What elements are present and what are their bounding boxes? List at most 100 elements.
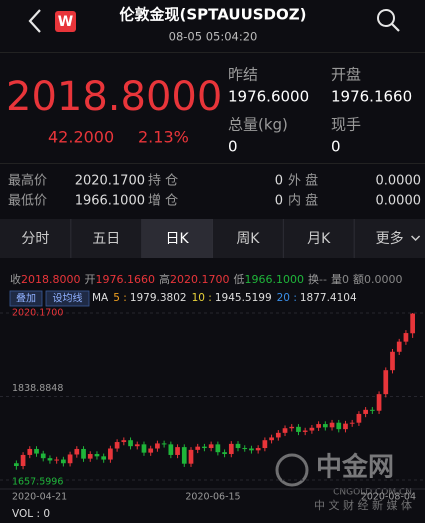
candle-body	[249, 448, 254, 451]
summary-label: 昨结	[228, 66, 258, 84]
info-label: 高	[159, 272, 170, 286]
candle-body	[67, 454, 73, 464]
tab[interactable]: 周K	[212, 219, 261, 258]
candle-body	[309, 427, 315, 431]
search-icon	[377, 9, 395, 27]
tab[interactable]: 日K	[141, 219, 213, 258]
candle-body	[316, 424, 321, 428]
info-label: 开	[85, 273, 96, 286]
ma-value: 1877.4104	[300, 292, 357, 304]
candle-body	[302, 430, 308, 432]
candle-body	[141, 444, 147, 453]
summary-label: 现手	[331, 116, 361, 134]
candle-body	[383, 370, 389, 395]
candle-body	[20, 454, 26, 466]
stat-value: 1966.1000	[75, 194, 145, 209]
candle-body	[356, 413, 362, 423]
last-price: 2018.8000	[6, 74, 222, 120]
candle-body	[94, 454, 100, 457]
tab-selected-bg	[141, 219, 213, 258]
candle-body	[269, 437, 274, 441]
candle-body	[134, 444, 140, 447]
candle-body	[195, 446, 201, 450]
stat-value: 0.0000	[376, 194, 422, 209]
candle-body	[121, 440, 127, 443]
tab[interactable]: 月K	[282, 219, 331, 258]
info-label: 换	[308, 272, 319, 286]
candle-body	[175, 447, 180, 455]
ma-info: MA 5 :1979.3802 10 :1945.5199 20 :1877.4104	[92, 292, 357, 304]
summary-value: 0	[228, 138, 238, 156]
candle-body	[390, 351, 395, 371]
candle-body	[54, 459, 60, 461]
tab[interactable]: 更多	[353, 219, 421, 258]
watermark: 中金网 CNGOLD.COM.CN 中 文 财 经 新 媒 体	[275, 452, 412, 512]
candle-body	[34, 448, 39, 454]
candle-body	[208, 444, 214, 449]
info-label: 收	[10, 272, 21, 286]
candle-body	[161, 443, 167, 445]
summary-value: 0	[331, 138, 341, 156]
info-value: 1976.1660	[96, 273, 156, 286]
summary-value: 1976.6000	[228, 88, 309, 106]
x-tick-label: 2020-06-15	[185, 492, 240, 503]
tab[interactable]: 分时	[21, 231, 49, 247]
divider	[0, 163, 425, 164]
candle-body	[343, 423, 348, 430]
candle-body	[61, 459, 66, 464]
candle-body	[168, 444, 174, 455]
price-change-pct: 2.13%	[138, 128, 189, 147]
info-value: 1966.1000	[245, 273, 305, 286]
stat-value: 2020.1700	[75, 174, 145, 189]
chart-button[interactable]: 设均线	[45, 290, 90, 307]
stat-value: 0.0000	[376, 174, 422, 189]
candle-body	[235, 443, 241, 449]
stat-label: 增 仓	[148, 194, 178, 209]
tab-label: 五日	[92, 231, 120, 247]
chart-button[interactable]: 叠加	[9, 290, 43, 307]
y-tick-label: 2020.1700	[12, 308, 63, 319]
volume-label: VOL : 0	[12, 508, 50, 520]
candle-body	[255, 448, 261, 451]
watermark-site: CNGOLD.COM.CN	[333, 488, 412, 498]
candle-body	[14, 463, 19, 466]
candle-body	[128, 440, 133, 447]
candle-body	[27, 448, 33, 455]
summary-label: 开盘	[331, 66, 361, 84]
y-tick-label: 1657.5996	[12, 477, 63, 488]
back-button[interactable]	[28, 9, 41, 33]
summary-label: 总量(kg)	[228, 116, 288, 134]
info-value: 2020.1700	[170, 273, 230, 286]
candle-body	[242, 448, 248, 450]
candle-body	[403, 333, 409, 342]
candle-body	[101, 456, 107, 460]
ma-value: 1945.5199	[215, 292, 272, 304]
dropdown-icon	[411, 235, 421, 242]
info-label: 额	[353, 273, 364, 286]
search-button[interactable]	[377, 9, 400, 32]
info-label: 量	[331, 273, 342, 286]
candle-body	[349, 422, 355, 424]
candle-body	[40, 453, 46, 459]
button-bg	[45, 290, 90, 307]
candle-body	[228, 443, 234, 455]
tab-label: 分时	[21, 231, 49, 247]
candle-body	[114, 442, 120, 449]
x-tick-label: 2020-08-04	[361, 492, 416, 503]
stat-label: 最高价	[8, 173, 47, 189]
candle-body	[296, 426, 301, 432]
tab[interactable]: 五日	[70, 219, 120, 258]
candle-body	[87, 454, 93, 459]
candle-body	[188, 449, 194, 464]
info-value: 2018.8000	[21, 273, 81, 286]
button-label: 叠加	[16, 293, 36, 305]
button-label: 设均线	[53, 292, 83, 305]
candle-body	[336, 422, 342, 430]
candle-body	[202, 446, 207, 449]
logo-text: W	[58, 14, 73, 30]
app-logo	[55, 11, 76, 32]
candle-body	[322, 424, 328, 428]
